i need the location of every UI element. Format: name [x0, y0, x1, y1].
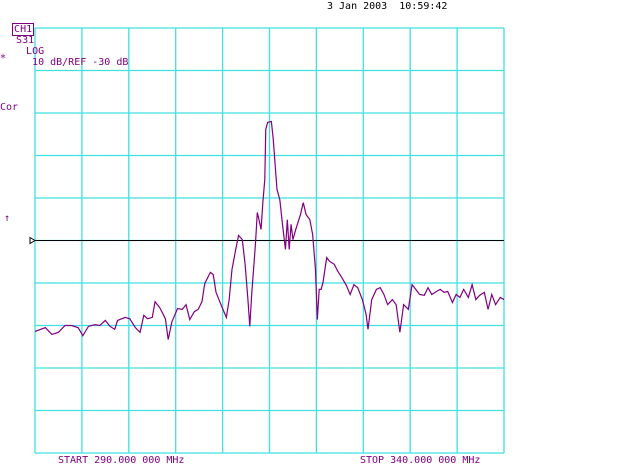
format-label: LOG: [26, 46, 45, 57]
reference-label: REF -30 dB: [68, 57, 129, 68]
stop-frequency: STOP 340.000 000 MHz: [360, 455, 481, 466]
scale-label: 10 dB/: [32, 57, 69, 68]
parameter-label: S31: [16, 35, 35, 46]
grid: [34, 27, 505, 454]
date: 3 Jan 2003: [327, 1, 388, 12]
timestamp: 3 Jan 2003 10:59:42: [327, 1, 447, 12]
start-frequency: START 290.000 000 MHz: [58, 455, 185, 466]
arrow-up-icon: ↑: [4, 213, 11, 224]
channel-badge: CH1: [12, 23, 35, 36]
reference-marker-icon: [29, 236, 36, 245]
correction-annotation: Cor: [0, 102, 19, 113]
time: 10:59:42: [399, 1, 448, 12]
star-annotation: *: [0, 53, 7, 64]
trace-s31: [34, 120, 505, 340]
channel-header: CH1 S31 LOG 10 dB/REF -30 dB: [0, 13, 128, 68]
